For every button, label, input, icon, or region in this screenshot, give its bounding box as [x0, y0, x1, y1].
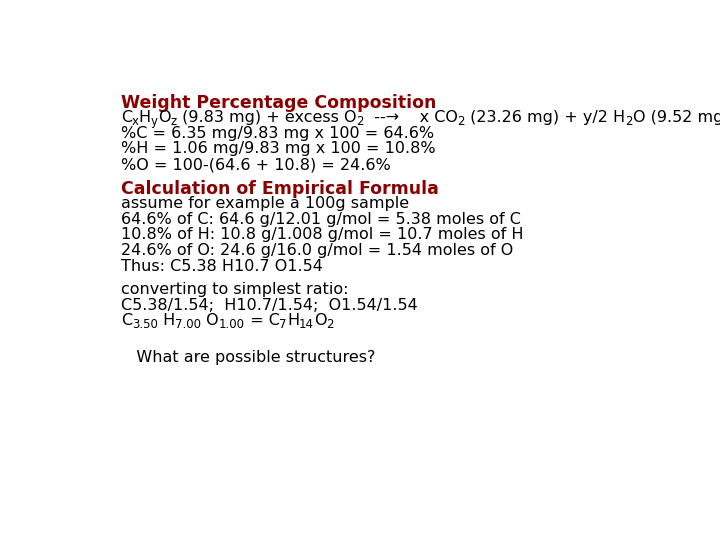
Text: Thus: C5.38 H10.7 O1.54: Thus: C5.38 H10.7 O1.54	[121, 259, 323, 274]
Text: Calculation of Empirical Formula: Calculation of Empirical Formula	[121, 180, 438, 198]
Text: (23.26 mg) + y/2 H: (23.26 mg) + y/2 H	[465, 110, 625, 125]
Text: O (9.52 mg): O (9.52 mg)	[633, 110, 720, 125]
Text: O: O	[314, 313, 327, 328]
Text: %O = 100-(64.6 + 10.8) = 24.6%: %O = 100-(64.6 + 10.8) = 24.6%	[121, 157, 390, 172]
Text: H: H	[287, 313, 299, 328]
Text: C: C	[121, 313, 132, 328]
Text: 24.6% of O: 24.6 g/16.0 g/mol = 1.54 moles of O: 24.6% of O: 24.6 g/16.0 g/mol = 1.54 mol…	[121, 243, 513, 258]
Text: y: y	[151, 114, 158, 127]
Text: H: H	[158, 313, 175, 328]
Text: z: z	[171, 114, 176, 127]
Text: 14: 14	[299, 319, 314, 332]
Text: 7.00: 7.00	[175, 319, 201, 332]
Text: 64.6% of C: 64.6 g/12.01 g/mol = 5.38 moles of C: 64.6% of C: 64.6 g/12.01 g/mol = 5.38 mo…	[121, 212, 521, 227]
Text: 2: 2	[327, 319, 334, 332]
Text: O: O	[158, 110, 171, 125]
Text: Weight Percentage Composition: Weight Percentage Composition	[121, 94, 436, 112]
Text: 2: 2	[625, 114, 633, 127]
Text: C: C	[121, 110, 132, 125]
Text: O: O	[201, 313, 219, 328]
Text: What are possible structures?: What are possible structures?	[121, 350, 375, 365]
Text: --→    x CO: --→ x CO	[364, 110, 458, 125]
Text: assume for example a 100g sample: assume for example a 100g sample	[121, 196, 409, 211]
Text: H: H	[139, 110, 151, 125]
Text: 2: 2	[458, 114, 465, 127]
Text: %C = 6.35 mg/9.83 mg x 100 = 64.6%: %C = 6.35 mg/9.83 mg x 100 = 64.6%	[121, 125, 434, 140]
Text: 7: 7	[279, 319, 287, 332]
Text: x: x	[132, 114, 139, 127]
Text: 1.00: 1.00	[219, 319, 245, 332]
Text: converting to simplest ratio:: converting to simplest ratio:	[121, 282, 348, 297]
Text: 10.8% of H: 10.8 g/1.008 g/mol = 10.7 moles of H: 10.8% of H: 10.8 g/1.008 g/mol = 10.7 mo…	[121, 227, 523, 242]
Text: %H = 1.06 mg/9.83 mg x 100 = 10.8%: %H = 1.06 mg/9.83 mg x 100 = 10.8%	[121, 141, 436, 156]
Text: C5.38/1.54;  H10.7/1.54;  O1.54/1.54: C5.38/1.54; H10.7/1.54; O1.54/1.54	[121, 298, 418, 313]
Text: = C: = C	[245, 313, 279, 328]
Text: (9.83 mg) + excess O: (9.83 mg) + excess O	[176, 110, 356, 125]
Text: 3.50: 3.50	[132, 319, 158, 332]
Text: 2: 2	[356, 114, 364, 127]
